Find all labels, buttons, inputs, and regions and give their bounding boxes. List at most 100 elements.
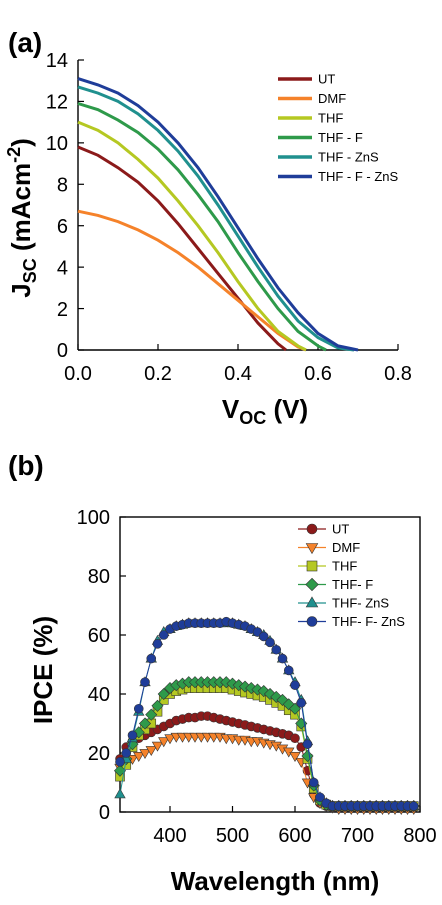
series-line — [77, 85, 355, 352]
plot-area-b: 0 20 40 60 80 100 400 500 600 700 800 UT DMF THF THF- … — [77, 507, 437, 847]
y-axis-label-a-end: ) — [6, 138, 36, 147]
x-tick-label: 400 — [153, 825, 186, 847]
y-tick-label: 100 — [77, 507, 110, 529]
x-axis-label-b: Wavelength (nm) — [171, 866, 379, 896]
legend-label: THF - F — [318, 130, 363, 145]
legend-label: THF - F - ZnS — [318, 169, 398, 184]
y-tick-label: 4 — [57, 257, 68, 279]
legend-item: THF - ZnS — [278, 150, 379, 165]
x-tick-label: 800 — [403, 825, 436, 847]
series-line — [119, 687, 414, 807]
data-point — [315, 792, 325, 803]
data-point — [158, 737, 170, 748]
legend-item: THF - F - ZnS — [278, 169, 398, 184]
legend-label: THF - ZnS — [318, 150, 379, 165]
series — [77, 102, 327, 352]
legend-marker — [305, 543, 319, 555]
data-point — [289, 752, 301, 762]
x-tick-label: 0.2 — [144, 363, 172, 385]
legend-marker — [306, 560, 318, 572]
series-line — [119, 621, 414, 807]
y-tick-label: 80 — [88, 566, 110, 588]
data-point — [290, 680, 300, 690]
series — [77, 209, 307, 352]
panel-b-label: (b) — [8, 450, 44, 481]
x-axis-label-a-main: V — [222, 394, 240, 424]
series-line — [77, 77, 359, 352]
data-point — [121, 748, 132, 758]
panel-a: (a) 0 2 4 6 8 10 12 14 0.0 0.2 0.4 0.6 0.8 UT DMF THF TH… — [4, 27, 412, 428]
series — [115, 683, 419, 811]
y-tick-label: 0 — [99, 802, 110, 824]
data-point — [408, 801, 419, 811]
series — [77, 120, 307, 352]
plot-area-a: 0 2 4 6 8 10 12 14 0.0 0.2 0.4 0.6 0.8 UT DMF THF THF - … — [46, 50, 412, 385]
data-point — [139, 749, 151, 760]
legend-item: UT — [278, 72, 335, 87]
legend-label: DMF — [332, 540, 360, 555]
x-axis-label-a-rest: (V) — [266, 394, 308, 424]
data-point — [140, 677, 150, 688]
data-point — [151, 741, 164, 752]
x-tick-label: 0.6 — [304, 363, 332, 385]
legend-item: THF- F- ZnS — [298, 614, 405, 629]
x-tick-label: 600 — [278, 825, 311, 847]
legend-label: THF- ZnS — [332, 596, 389, 611]
x-tick-label: 500 — [216, 825, 249, 847]
data-point — [151, 699, 164, 712]
y-tick-label: 6 — [57, 216, 68, 238]
legend-item: DMF — [278, 91, 346, 106]
data-point — [113, 764, 127, 777]
series-line — [77, 120, 307, 352]
y-axis-label-a-sub: SC — [20, 258, 40, 283]
data-point — [152, 639, 163, 649]
y-tick-label: 40 — [88, 684, 110, 706]
data-point — [157, 687, 170, 701]
data-point — [296, 698, 307, 708]
legend-item: THF- ZnS — [298, 596, 389, 611]
y-axis-label-a-sup: -2 — [4, 147, 24, 163]
legend-item: THF — [278, 111, 343, 126]
panel-a-label: (a) — [8, 27, 42, 58]
data-point — [145, 708, 158, 721]
data-point — [115, 757, 125, 767]
y-tick-label: 8 — [57, 174, 68, 196]
data-point — [277, 653, 288, 664]
legend-marker — [305, 596, 319, 608]
data-point — [145, 746, 157, 757]
data-point — [158, 630, 169, 640]
legend-label: UT — [332, 522, 349, 537]
y-tick-label: 20 — [88, 743, 110, 765]
y-axis-label-a-main: J — [6, 283, 36, 297]
legend-marker — [306, 523, 318, 535]
x-tick-label: 0.4 — [224, 363, 252, 385]
legend-item: UT — [298, 522, 349, 537]
series — [77, 85, 355, 352]
series — [77, 145, 287, 352]
legend-marker — [305, 577, 319, 592]
legend-item: THF - F — [278, 130, 363, 145]
series-line — [119, 622, 414, 807]
series-line — [119, 736, 414, 810]
series — [77, 77, 359, 352]
y-tick-label: 14 — [46, 50, 68, 72]
data-point — [164, 734, 176, 745]
legend-label: THF — [318, 111, 343, 126]
x-axis-label-a: VOC (V) — [222, 394, 308, 428]
data-point — [265, 637, 275, 648]
series-line — [77, 145, 287, 352]
legend-label: DMF — [318, 91, 346, 106]
data-point — [127, 730, 138, 741]
legend-item: THF — [298, 559, 357, 574]
data-point — [146, 653, 157, 664]
y-tick-label: 0 — [57, 340, 68, 362]
data-point — [308, 777, 319, 788]
data-point — [133, 703, 144, 714]
y-tick-label: 60 — [88, 625, 110, 647]
data-point — [271, 644, 282, 655]
data-point — [283, 665, 294, 676]
data-point — [133, 752, 145, 762]
y-axis-label-a: JSC (mAcm-2) — [4, 138, 40, 298]
legend-item: DMF — [298, 540, 360, 555]
